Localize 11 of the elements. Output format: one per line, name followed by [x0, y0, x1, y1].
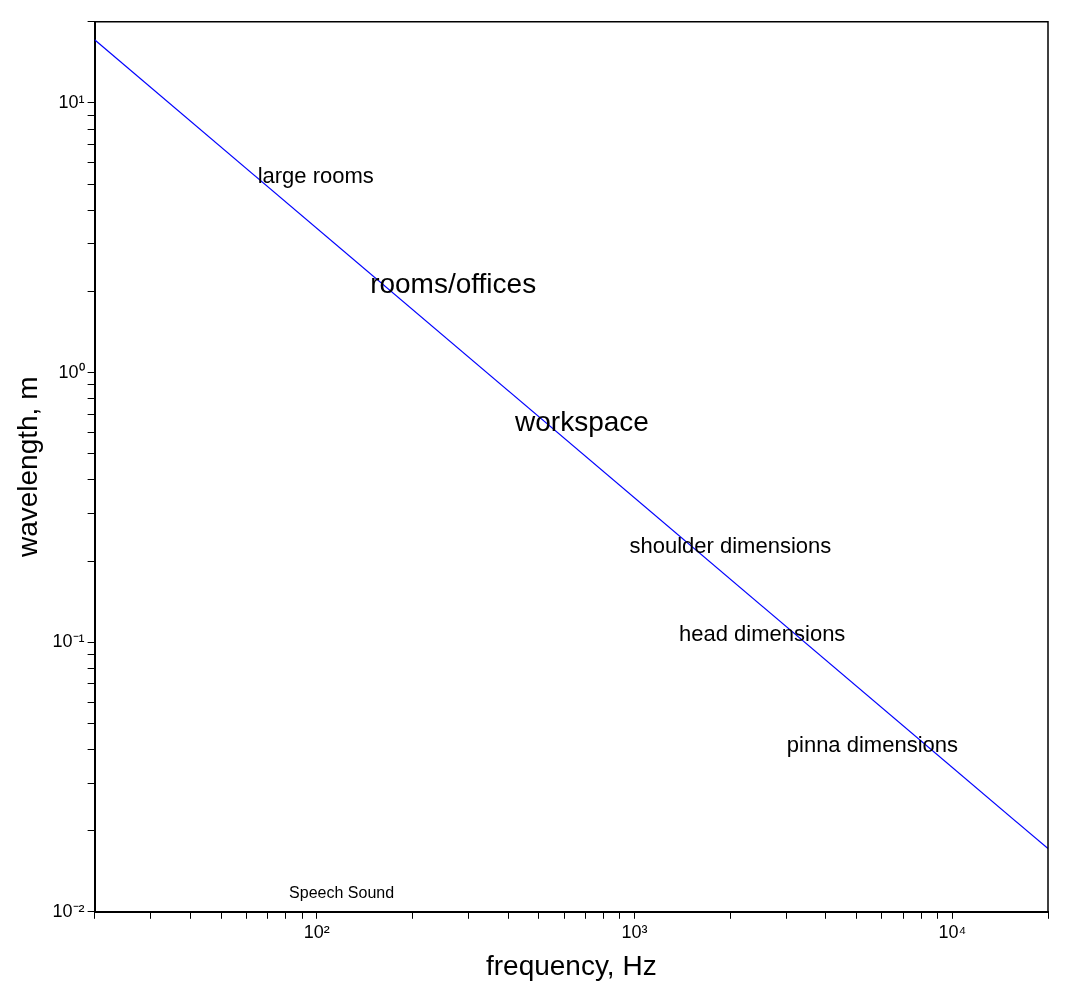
- y-axis-title: wavelength, m: [11, 376, 43, 559]
- x-axis-title: frequency, Hz: [485, 949, 657, 981]
- x-tick-label: 10³: [621, 921, 648, 942]
- x-tick-label: 10⁴: [938, 921, 967, 942]
- annotation: Speech Sound: [289, 884, 395, 902]
- y-tick-label: 10¹: [58, 91, 85, 112]
- y-tick-label: 10⁰: [58, 361, 85, 382]
- annotation: large rooms: [257, 162, 374, 188]
- x-tick-label: 10²: [303, 921, 330, 942]
- y-tick-label: 10⁻¹: [52, 631, 85, 652]
- y-tick-label: 10⁻²: [52, 900, 85, 921]
